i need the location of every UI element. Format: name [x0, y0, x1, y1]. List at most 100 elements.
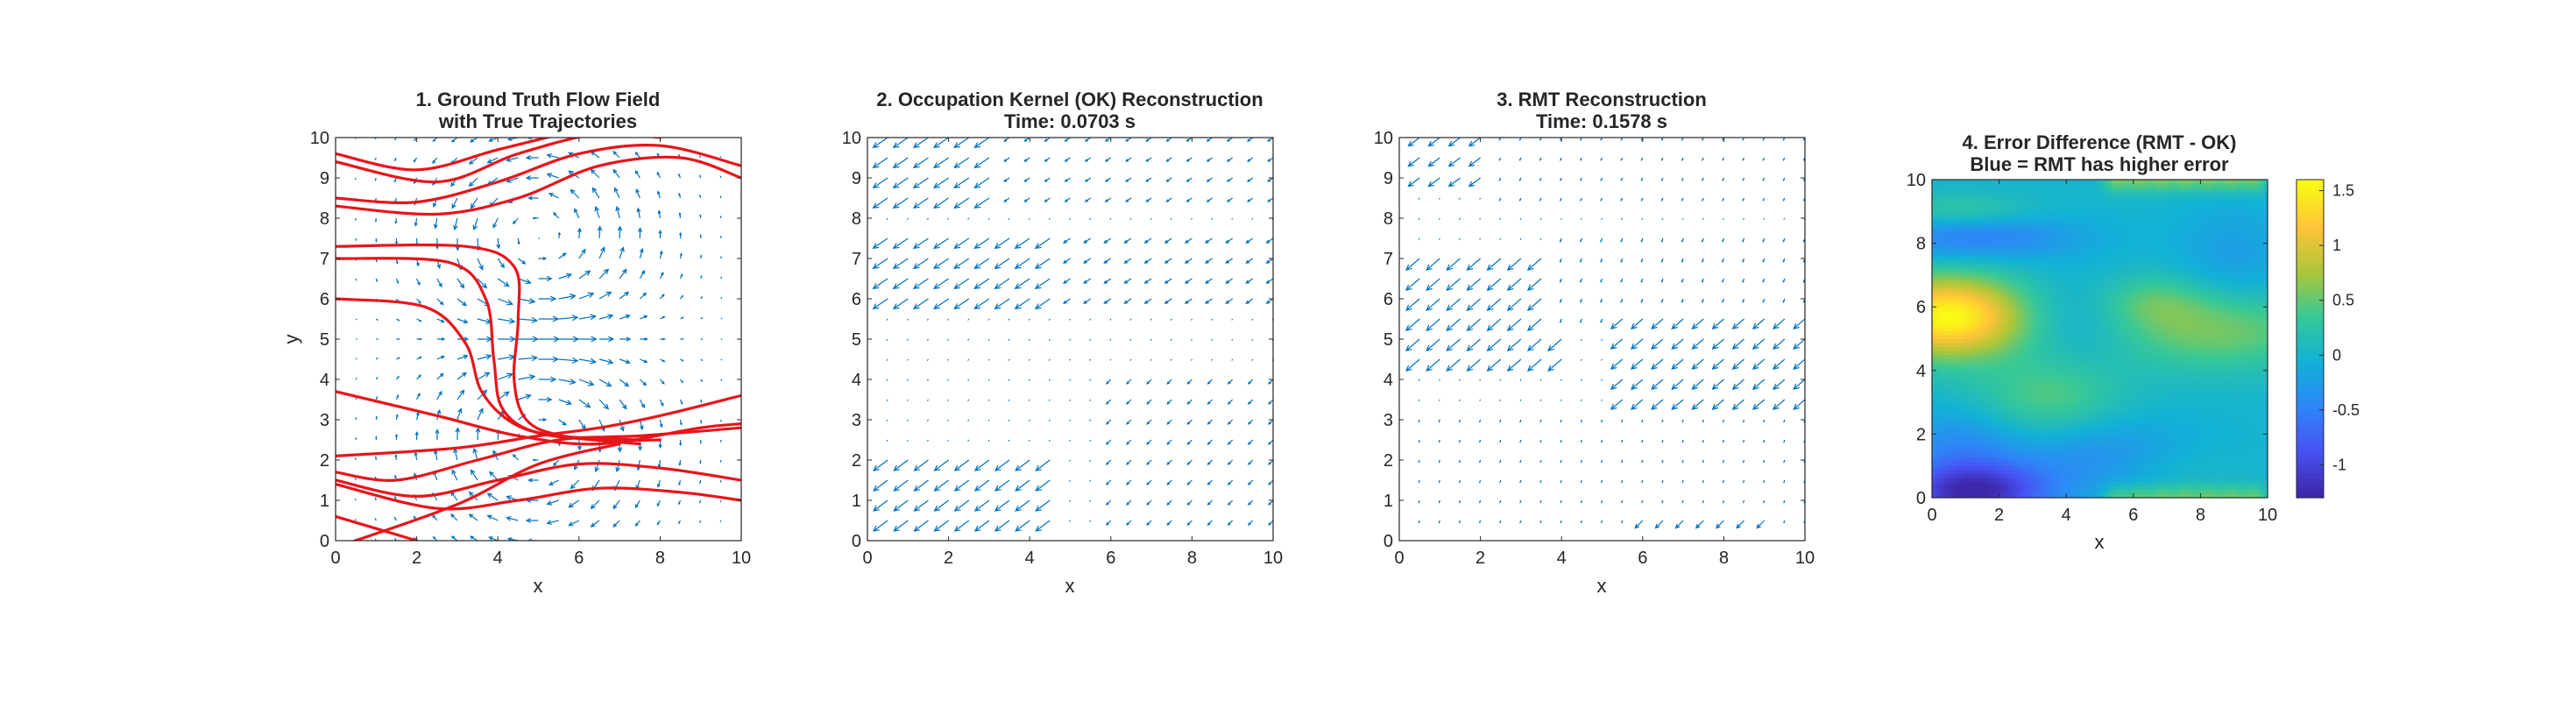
reconstructed-arrow	[1008, 540, 1009, 541]
heat-cell	[1970, 180, 1975, 185]
reconstructed-arrow	[1743, 540, 1744, 541]
reconstructed-arrow	[1661, 459, 1664, 464]
heat-cell	[2028, 426, 2034, 431]
heat-cell	[2015, 394, 2021, 400]
heat-cell	[2108, 406, 2113, 411]
field-arrow	[558, 273, 573, 280]
heat-cell	[2049, 478, 2055, 483]
field-arrow	[413, 157, 418, 163]
heat-cell	[1978, 251, 1984, 256]
heat-cell	[2003, 354, 2008, 359]
field-arrow	[396, 357, 400, 360]
heat-cell	[1986, 386, 1992, 392]
heat-cell	[1940, 354, 1945, 359]
heat-cell	[2066, 346, 2071, 351]
heat-cell	[2015, 263, 2021, 268]
heat-cell	[2020, 362, 2025, 367]
heat-cell	[2091, 326, 2097, 332]
heat-cell	[1994, 318, 2000, 323]
heat-cell	[1961, 307, 1966, 312]
heat-cell	[1978, 470, 1984, 475]
heat-cell	[1970, 294, 1975, 300]
heat-cell	[2099, 338, 2105, 343]
reconstructed-arrow	[1519, 499, 1522, 504]
heat-cell	[2062, 434, 2067, 439]
heat-cell	[2036, 191, 2042, 196]
heat-cell	[1940, 294, 1945, 300]
heat-cell	[1936, 183, 1942, 188]
field-arrow	[640, 337, 648, 341]
heat-cell	[2007, 390, 2013, 395]
heat-cell	[2028, 370, 2034, 375]
heat-cell	[2036, 235, 2042, 240]
heat-cell	[2003, 370, 2008, 375]
heat-cell	[1961, 402, 1966, 407]
heat-cell	[1991, 318, 1996, 323]
heat-cell	[2045, 421, 2050, 427]
heat-cell	[1936, 251, 1942, 256]
heat-cell	[1999, 398, 2004, 403]
heat-cell	[2108, 299, 2113, 304]
heat-cell	[2032, 446, 2038, 451]
heat-cell	[1932, 465, 1937, 471]
heat-cell	[1936, 350, 1942, 356]
heat-cell	[1982, 429, 1987, 435]
heat-cell	[2083, 465, 2088, 471]
heat-cell	[2057, 394, 2063, 400]
heat-cell	[2070, 470, 2076, 475]
heat-cell	[2095, 322, 2101, 328]
heat-cell	[2083, 366, 2088, 372]
heat-cell	[1986, 299, 1992, 304]
reconstructed-arrow	[1126, 379, 1132, 385]
reconstructed-arrow	[1247, 399, 1254, 405]
heat-cell	[2095, 302, 2101, 308]
reconstructed-arrow	[872, 138, 888, 149]
reconstructed-arrow	[1634, 520, 1644, 529]
heat-cell	[1940, 302, 1945, 308]
heat-cell	[1986, 346, 1992, 351]
heat-cell	[2078, 191, 2084, 196]
heat-cell	[1957, 291, 1963, 296]
reconstructed-arrow	[1184, 278, 1192, 284]
heat-cell	[1999, 199, 2004, 204]
heat-cell	[2003, 366, 2008, 372]
heat-cell	[2091, 223, 2097, 229]
reconstructed-arrow	[926, 318, 929, 322]
heat-cell	[1952, 207, 1958, 212]
true-trajectory	[336, 297, 641, 442]
reconstructed-arrow	[1458, 237, 1461, 241]
heat-cell	[2074, 450, 2080, 455]
heat-cell	[1999, 223, 2004, 229]
reconstructed-arrow	[1226, 157, 1234, 162]
reconstructed-arrow	[1265, 298, 1273, 304]
field-arrow	[700, 274, 703, 280]
heat-cell	[1986, 315, 1992, 320]
field-arrow	[355, 318, 357, 321]
heat-cell	[2083, 219, 2088, 224]
heat-cell	[1970, 390, 1975, 395]
heat-cell	[2074, 274, 2080, 280]
heat-cell	[2011, 485, 2017, 491]
heat-cell	[2083, 410, 2088, 415]
heat-cell	[2049, 346, 2055, 351]
field-arrow	[394, 177, 397, 183]
heat-cell	[1940, 279, 1945, 284]
heat-cell	[1973, 211, 1979, 216]
heat-cell	[2104, 454, 2109, 459]
heat-cell	[1965, 188, 1971, 193]
reconstructed-arrow	[1145, 138, 1152, 142]
field-arrow	[700, 379, 703, 383]
heat-cell	[2011, 429, 2017, 435]
heat-cell	[2024, 255, 2029, 260]
heat-cell	[2070, 230, 2076, 237]
heat-cell	[1932, 437, 1937, 443]
heat-cell	[2112, 358, 2118, 364]
heat-cell	[1944, 437, 1950, 443]
heat-cell	[2078, 421, 2084, 427]
heat-cell	[1999, 263, 2004, 268]
heat-cell	[2028, 330, 2034, 336]
heat-cell	[1994, 370, 2000, 375]
reconstructed-arrow	[1184, 237, 1192, 244]
heat-cell	[1965, 414, 1971, 419]
heat-cell	[1973, 481, 1979, 486]
